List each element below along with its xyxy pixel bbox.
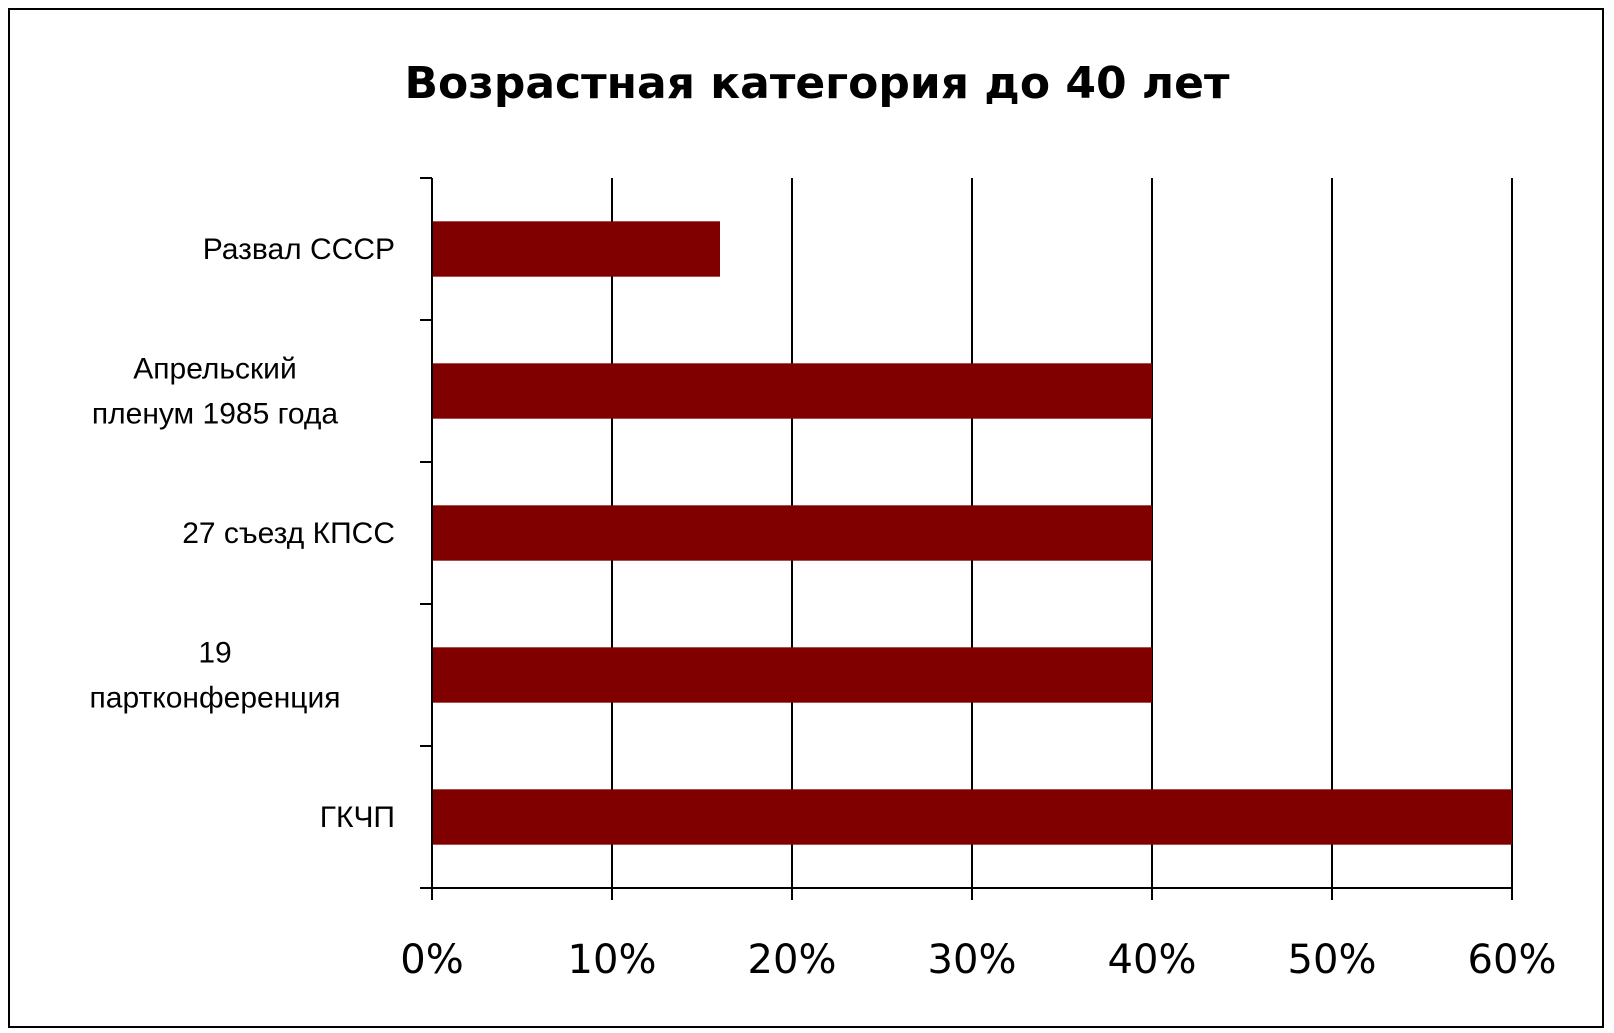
bar — [432, 221, 720, 277]
tick-labels: 0% 10% 20% 30% 40% 50% 60% — [400, 937, 1556, 983]
category-label: 27 съезд КПСС — [182, 517, 395, 550]
x-tick-label: 20% — [748, 937, 837, 983]
x-tick-label: 40% — [1108, 937, 1197, 983]
category-labels: Развал СССР Апрельский пленум 1985 года 27 … — [90, 233, 395, 834]
x-tick-label: 10% — [568, 937, 657, 983]
x-tick-label: 60% — [1468, 937, 1557, 983]
chart-title: Возрастная категория до 40 лет — [405, 58, 1230, 109]
category-label: 19 — [198, 637, 231, 670]
grid-lines — [611, 178, 1513, 888]
bar — [432, 789, 1512, 845]
bar — [432, 363, 1152, 419]
category-label: партконференция — [90, 682, 341, 715]
category-label: пленум 1985 года — [92, 398, 339, 431]
bars — [432, 221, 1512, 845]
category-label: Апрельский — [133, 353, 296, 386]
bar — [432, 505, 1152, 561]
category-label: Развал СССР — [203, 233, 395, 266]
axes — [420, 177, 1513, 900]
bar — [432, 647, 1152, 703]
x-tick-label: 30% — [928, 937, 1017, 983]
category-label: ГКЧП — [320, 801, 395, 834]
x-tick-label: 0% — [400, 937, 463, 983]
x-tick-label: 50% — [1288, 937, 1377, 983]
